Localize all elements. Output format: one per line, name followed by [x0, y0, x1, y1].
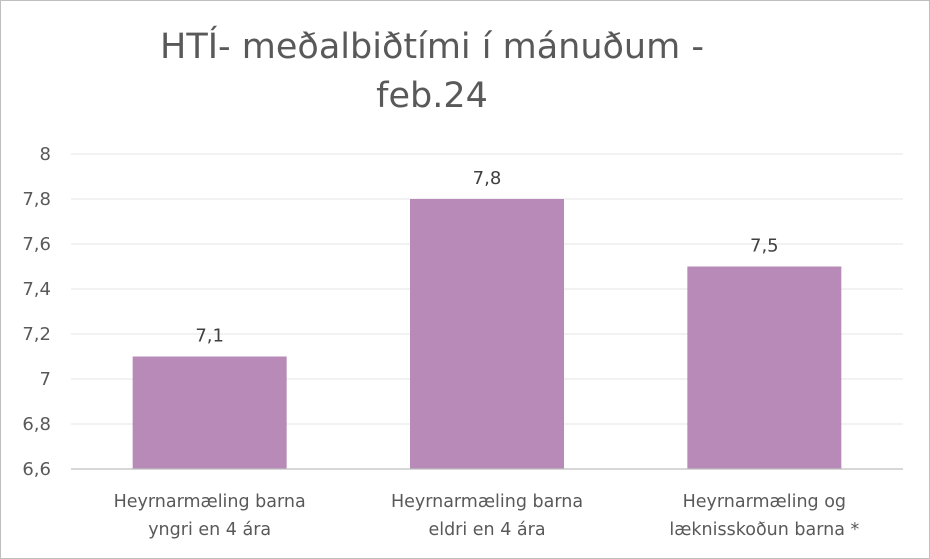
- y-tick-label: 8: [40, 144, 51, 165]
- y-tick-label: 7: [40, 369, 51, 390]
- y-tick-label: 6,8: [22, 414, 51, 435]
- y-tick-label: 7,2: [22, 324, 51, 345]
- y-tick-label: 7,6: [22, 234, 51, 255]
- data-label: 7,5: [750, 236, 779, 257]
- y-tick-label: 6,6: [22, 459, 51, 480]
- x-tick-label: Heyrnarmæling barna: [114, 492, 306, 512]
- x-tick-label: Heyrnarmæling og: [683, 492, 846, 512]
- bar: [687, 266, 842, 469]
- y-tick-label: 7,4: [22, 279, 51, 300]
- y-tick-label: 7,8: [22, 189, 51, 210]
- bar: [132, 356, 287, 469]
- x-tick-label: yngri en 4 ára: [148, 520, 271, 540]
- chart-title: HTÍ- meðalbiðtími í mánuðum - feb.24: [160, 27, 704, 116]
- data-label: 7,8: [473, 168, 502, 189]
- bar: [410, 199, 564, 469]
- x-tick-label: Heyrnarmæling barna: [391, 492, 583, 512]
- data-label: 7,1: [195, 326, 224, 347]
- x-tick-label: eldri en 4 ára: [428, 520, 545, 540]
- x-tick-label: læknisskoðun barna *: [669, 520, 859, 540]
